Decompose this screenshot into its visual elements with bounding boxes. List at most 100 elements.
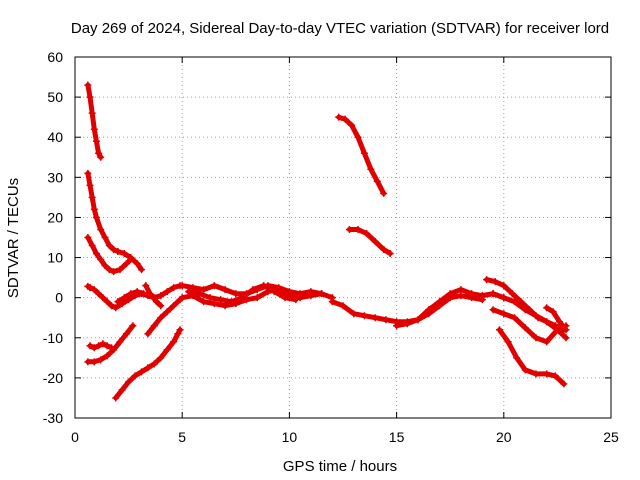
series-line: [85, 235, 134, 275]
data-point-marker: [560, 380, 568, 388]
data-point-marker: [178, 282, 186, 290]
data-point-marker: [221, 302, 229, 310]
data-point-marker: [562, 326, 570, 334]
data-point-marker: [386, 250, 394, 258]
data-point-marker: [504, 338, 512, 346]
data-point-marker: [114, 298, 122, 306]
data-point-marker: [140, 290, 148, 298]
data-point-marker: [348, 121, 356, 129]
x-tick-label: 25: [603, 429, 619, 445]
series-s8: [112, 326, 184, 402]
data-point-marker: [95, 149, 103, 157]
data-point-marker: [296, 294, 304, 302]
data-point-marker: [500, 294, 508, 302]
data-point-marker: [403, 320, 411, 328]
series-s21: [489, 306, 570, 346]
data-point-marker: [88, 242, 96, 250]
y-axis-label: SDTVAR / TECUs: [5, 178, 22, 298]
data-point-marker: [170, 338, 178, 346]
data-point-marker: [195, 290, 203, 298]
data-point-marker: [354, 133, 362, 141]
data-point-marker: [127, 256, 135, 264]
data-point-marker: [543, 304, 551, 312]
series-s18: [345, 225, 394, 258]
data-point-marker: [120, 250, 128, 258]
series-line: [329, 293, 485, 325]
series-s1: [84, 81, 105, 161]
data-point-marker: [110, 246, 118, 254]
data-point-marker: [150, 360, 158, 368]
data-point-marker: [88, 109, 96, 117]
data-point-marker: [107, 302, 115, 310]
data-point-marker: [500, 282, 508, 290]
series-s17: [335, 113, 388, 197]
data-point-marker: [122, 260, 130, 268]
data-point-marker: [157, 314, 165, 322]
data-point-marker: [176, 326, 184, 334]
data-point-marker: [393, 322, 401, 330]
data-series: [84, 81, 570, 402]
data-point-marker: [543, 370, 551, 378]
series-line: [113, 327, 183, 401]
data-point-marker: [84, 234, 92, 241]
data-point-marker: [157, 354, 165, 362]
data-point-marker: [238, 294, 246, 302]
data-point-marker: [318, 290, 326, 298]
data-point-marker: [110, 346, 118, 354]
data-point-marker: [425, 306, 433, 314]
axis-ticks: 0 5 10 15 20 25 -30 -20 -10 0 10 20 30 40 50 60: [43, 49, 619, 445]
data-point-marker: [491, 278, 499, 286]
data-point-marker: [112, 394, 120, 402]
data-point-marker: [371, 314, 379, 322]
data-point-marker: [206, 294, 214, 302]
data-point-marker: [84, 81, 92, 89]
data-point-marker: [371, 238, 379, 246]
data-point-marker: [380, 189, 388, 197]
data-point-marker: [221, 286, 229, 294]
data-point-marker: [521, 366, 529, 374]
series-s10: [144, 296, 184, 338]
data-point-marker: [532, 370, 540, 378]
y-tick-label: -10: [43, 330, 63, 346]
data-point-marker: [127, 290, 135, 298]
data-point-marker: [170, 284, 178, 292]
data-point-marker: [307, 292, 315, 300]
y-tick-label: 50: [47, 89, 63, 105]
data-point-marker: [103, 342, 111, 350]
x-tick-label: 0: [71, 429, 79, 445]
data-point-marker: [489, 306, 497, 314]
data-point-marker: [163, 346, 171, 354]
data-point-marker: [508, 290, 516, 298]
data-point-marker: [253, 294, 261, 302]
data-point-marker: [513, 354, 521, 362]
data-point-marker: [97, 356, 105, 364]
series-line: [544, 305, 569, 333]
series-line: [336, 114, 387, 196]
data-point-marker: [511, 314, 519, 322]
data-point-marker: [133, 260, 141, 268]
data-point-marker: [232, 290, 240, 298]
data-point-marker: [483, 276, 491, 284]
y-tick-label: 10: [47, 250, 63, 266]
series-s11: [142, 282, 165, 310]
data-point-marker: [556, 318, 564, 326]
data-point-marker: [86, 93, 94, 101]
x-tick-label: 10: [282, 429, 298, 445]
data-point-marker: [150, 322, 158, 330]
data-point-marker: [178, 294, 186, 302]
data-point-marker: [131, 372, 139, 380]
data-point-marker: [532, 334, 540, 342]
data-point-marker: [354, 225, 362, 233]
y-tick-label: 20: [47, 209, 63, 225]
data-point-marker: [110, 268, 118, 276]
data-point-marker: [90, 286, 98, 294]
data-point-marker: [373, 177, 381, 185]
data-point-marker: [328, 298, 336, 306]
data-point-marker: [112, 304, 120, 312]
data-point-marker: [543, 338, 551, 346]
data-point-marker: [200, 298, 208, 306]
data-point-marker: [103, 352, 111, 360]
data-point-marker: [496, 326, 504, 334]
data-point-marker: [92, 213, 100, 221]
data-point-marker: [270, 288, 278, 296]
